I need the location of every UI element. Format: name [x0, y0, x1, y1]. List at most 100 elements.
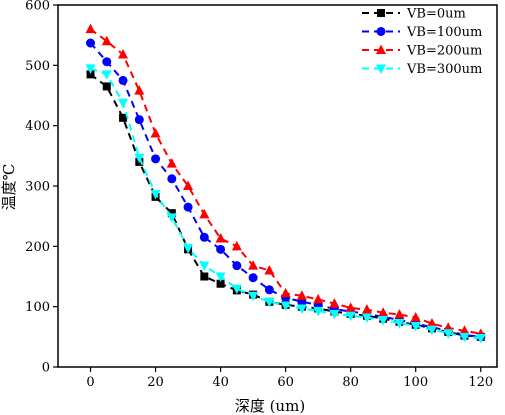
data-point [150, 128, 161, 138]
data-point [134, 115, 144, 125]
legend-item: VB=200um [362, 44, 482, 59]
y-tick-label: 500 [25, 59, 50, 74]
data-point [313, 293, 324, 304]
legend: VB=0um VB=100um VB=200um VB=300um [362, 7, 482, 77]
y-tick-label: 400 [25, 119, 50, 134]
data-point [183, 180, 194, 190]
data-point [183, 202, 193, 212]
data-point [199, 261, 210, 272]
data-point [475, 334, 486, 344]
data-point [394, 309, 405, 319]
data-point [264, 285, 274, 295]
data-point [101, 35, 112, 46]
x-tick-label: 120 [468, 375, 493, 390]
data-point [119, 113, 128, 122]
data-point [459, 332, 470, 343]
data-point [151, 154, 161, 164]
data-point [199, 232, 209, 242]
legend-label: VB=100um [406, 25, 482, 40]
data-point [378, 315, 389, 326]
data-point [167, 174, 177, 184]
data-point [280, 287, 291, 298]
x-tick-label: 0 [86, 375, 94, 390]
axes: 0 20 40 60 80 100 120 0 100 200 300 400 500 600 [25, 0, 498, 390]
data-point [216, 244, 226, 254]
x-tick-label: 40 [212, 375, 229, 390]
data-point [232, 261, 242, 271]
y-tick-label: 200 [25, 240, 50, 255]
data-point [150, 189, 161, 200]
legend-label: VB=0um [406, 7, 466, 22]
data-point [231, 240, 242, 251]
legend-item: VB=0um [362, 7, 466, 22]
series-layer [85, 23, 486, 344]
data-point [426, 318, 437, 328]
data-point [215, 232, 226, 243]
data-point [280, 301, 291, 311]
legend-label: VB=300um [406, 62, 482, 77]
data-point [443, 329, 454, 339]
x-tick-label: 80 [342, 375, 359, 390]
data-point [296, 290, 307, 300]
y-axis-title: 温度℃ [0, 164, 18, 211]
data-point [167, 209, 176, 218]
data-point [248, 260, 259, 270]
data-point [329, 298, 340, 308]
data-point [118, 48, 129, 59]
data-point [426, 325, 437, 336]
data-point [248, 273, 258, 283]
data-point [378, 307, 389, 317]
legend-marker [376, 27, 386, 36]
data-point [166, 213, 177, 223]
data-point [134, 85, 145, 95]
legend-marker [376, 64, 386, 74]
legend-item: VB=300um [362, 62, 482, 77]
data-point [216, 279, 225, 288]
data-point [264, 264, 275, 275]
data-point [166, 158, 177, 168]
data-point [345, 302, 356, 312]
data-point [345, 311, 356, 322]
data-point [296, 304, 307, 314]
data-point [264, 297, 275, 308]
data-point [361, 304, 372, 314]
y-tick-label: 600 [25, 0, 50, 14]
data-point [102, 82, 111, 91]
data-point [231, 284, 242, 295]
x-tick-label: 20 [147, 375, 164, 390]
data-point [86, 70, 95, 79]
x-tick-label: 100 [403, 375, 428, 390]
data-point [85, 64, 96, 74]
data-point [459, 325, 470, 335]
data-point [200, 272, 209, 281]
data-point [329, 309, 340, 320]
data-point [85, 23, 96, 34]
x-tick-label: 60 [277, 375, 294, 390]
data-point [410, 312, 421, 322]
series-3 [85, 23, 486, 338]
data-point [102, 57, 112, 67]
legend-marker [376, 44, 386, 54]
data-point [313, 306, 324, 317]
series-4 [85, 64, 486, 344]
data-point [410, 321, 421, 332]
y-tick-label: 0 [42, 361, 50, 376]
data-point [248, 291, 259, 302]
data-point [215, 272, 226, 282]
data-point [118, 98, 129, 109]
data-point [134, 153, 145, 164]
data-point [101, 70, 112, 80]
legend-label: VB=200um [406, 44, 482, 59]
data-point [361, 313, 372, 324]
data-point [394, 318, 405, 329]
y-tick-label: 100 [25, 300, 50, 315]
data-point [183, 244, 194, 254]
y-tick-label: 300 [25, 180, 50, 195]
legend-marker [377, 9, 385, 17]
data-point [86, 38, 96, 48]
x-axis-title: 深度 (um) [235, 397, 305, 415]
legend-item: VB=100um [362, 25, 482, 40]
plot-frame [57, 4, 498, 368]
data-point [199, 208, 210, 219]
